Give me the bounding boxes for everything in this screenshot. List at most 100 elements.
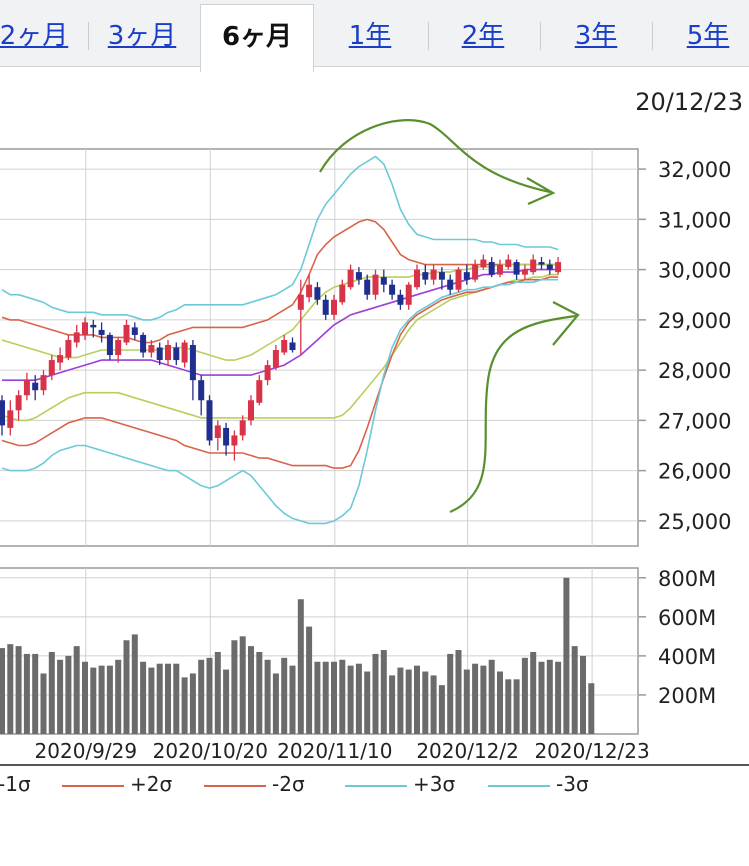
band-line-5: [1, 276, 559, 469]
volume-bar: [447, 653, 454, 734]
candle-body: [397, 294, 404, 305]
tab-2-months[interactable]: 2ヶ月: [0, 21, 69, 51]
candle-body: [131, 327, 138, 335]
volume-bar: [438, 685, 445, 734]
volume-bar: [372, 653, 379, 734]
volume-bar: [546, 659, 553, 734]
price-grid: [0, 149, 638, 546]
volume-bar: [40, 673, 47, 734]
volume-bar: [563, 577, 570, 734]
volume-bar: [140, 661, 147, 734]
candle-body: [355, 272, 362, 280]
candle-body: [57, 355, 64, 363]
tab-5-years[interactable]: 5年: [686, 21, 730, 51]
volume-axis: 800M 600M 400M 200M: [638, 567, 716, 708]
tab-3-years[interactable]: 3年: [574, 21, 618, 51]
volume-bar: [156, 663, 163, 734]
annotation-arrow-lower: [449, 314, 577, 514]
candle-body: [206, 400, 213, 441]
volume-bar: [256, 651, 263, 734]
tab-3-months[interactable]: 3ヶ月: [107, 21, 177, 51]
volume-bar: [239, 636, 246, 734]
volume-bar: [173, 663, 180, 734]
volume-bar: [0, 648, 5, 734]
candle-body: [189, 344, 196, 381]
legend-item-minus-1-sigma: -1σ: [0, 772, 31, 796]
candle-body: [256, 380, 263, 403]
candle-body: [48, 360, 55, 376]
volume-bar: [48, 651, 55, 734]
candle-body: [380, 277, 387, 285]
volume-bar: [32, 653, 39, 734]
candle-body: [521, 269, 528, 275]
price-tick-label: 32,000: [658, 158, 731, 182]
volume-bar: [530, 651, 537, 734]
price-tick-label: 29,000: [658, 309, 731, 333]
volume-bar: [272, 673, 279, 734]
volume-tick-label: 400M: [658, 645, 716, 669]
candle-body: [289, 342, 296, 351]
volume-bar: [430, 675, 437, 734]
volume-bar: [289, 665, 296, 734]
volume-bar: [513, 679, 520, 734]
volume-bar: [380, 650, 387, 734]
volume-bar: [198, 659, 205, 734]
volume-bar: [505, 679, 512, 734]
legend-line-minus-3-sigma: [488, 784, 550, 787]
candle-body: [239, 420, 246, 436]
volume-bar: [131, 634, 138, 734]
volume-bar: [422, 671, 429, 734]
legend-item-minus-3-sigma: -3σ: [488, 772, 589, 796]
volume-bar: [480, 665, 487, 734]
tab-separator: [652, 22, 653, 50]
chart-legend: -1σ +2σ -2σ +3σ -3σ: [0, 764, 749, 798]
candle-body: [339, 284, 346, 303]
candle-body: [115, 339, 122, 356]
candle-body: [488, 262, 495, 275]
candle-body: [430, 269, 437, 280]
volume-bar: [106, 665, 113, 734]
candle-body: [32, 382, 39, 391]
candle-body: [82, 322, 88, 335]
candle-body: [314, 287, 321, 300]
volume-bar: [65, 655, 72, 734]
volume-bar: [57, 659, 64, 734]
volume-bar: [405, 669, 412, 734]
candle-body: [123, 324, 130, 343]
legend-item-plus-2-sigma: +2σ: [62, 772, 172, 796]
price-tick-label: 25,000: [658, 510, 731, 534]
candle-body: [223, 427, 230, 446]
annotation-arrow-upper: [319, 119, 551, 194]
volume-bar: [90, 667, 97, 734]
volume-bar: [314, 661, 321, 734]
date-tick-label: 2020/12/23: [534, 739, 649, 763]
volume-bar: [555, 661, 562, 734]
candle-body: [472, 264, 479, 280]
volume-bar: [264, 659, 271, 734]
candle-body: [538, 262, 545, 265]
candle-body: [497, 264, 503, 275]
price-tick-label: 26,000: [658, 460, 731, 484]
candle-body: [40, 375, 47, 391]
band-line-2: [1, 263, 559, 361]
volume-bar: [455, 650, 462, 734]
tab-separator: [88, 22, 89, 50]
legend-item-plus-3-sigma: +3σ: [345, 772, 455, 796]
candle-body: [513, 262, 520, 275]
volume-bar: [488, 659, 495, 734]
candle-body: [364, 279, 371, 295]
period-tab-bar: 2ヶ月 3ヶ月 6ヶ月 1年 2年 3年 5年: [0, 0, 749, 72]
tab-2-years[interactable]: 2年: [461, 21, 505, 51]
candle-body: [306, 284, 313, 298]
price-plot-frame: [0, 148, 639, 547]
price-tick-label: 30,000: [658, 259, 731, 283]
candle-body: [347, 269, 354, 288]
volume-bar: [297, 599, 304, 734]
volume-bar: [521, 657, 528, 734]
tab-6-months[interactable]: 6ヶ月: [200, 4, 314, 72]
volume-bar: [206, 657, 213, 734]
tab-1-year[interactable]: 1年: [348, 21, 392, 51]
volume-bar: [397, 667, 404, 734]
tab-separator: [428, 22, 429, 50]
volume-bar: [588, 683, 595, 734]
